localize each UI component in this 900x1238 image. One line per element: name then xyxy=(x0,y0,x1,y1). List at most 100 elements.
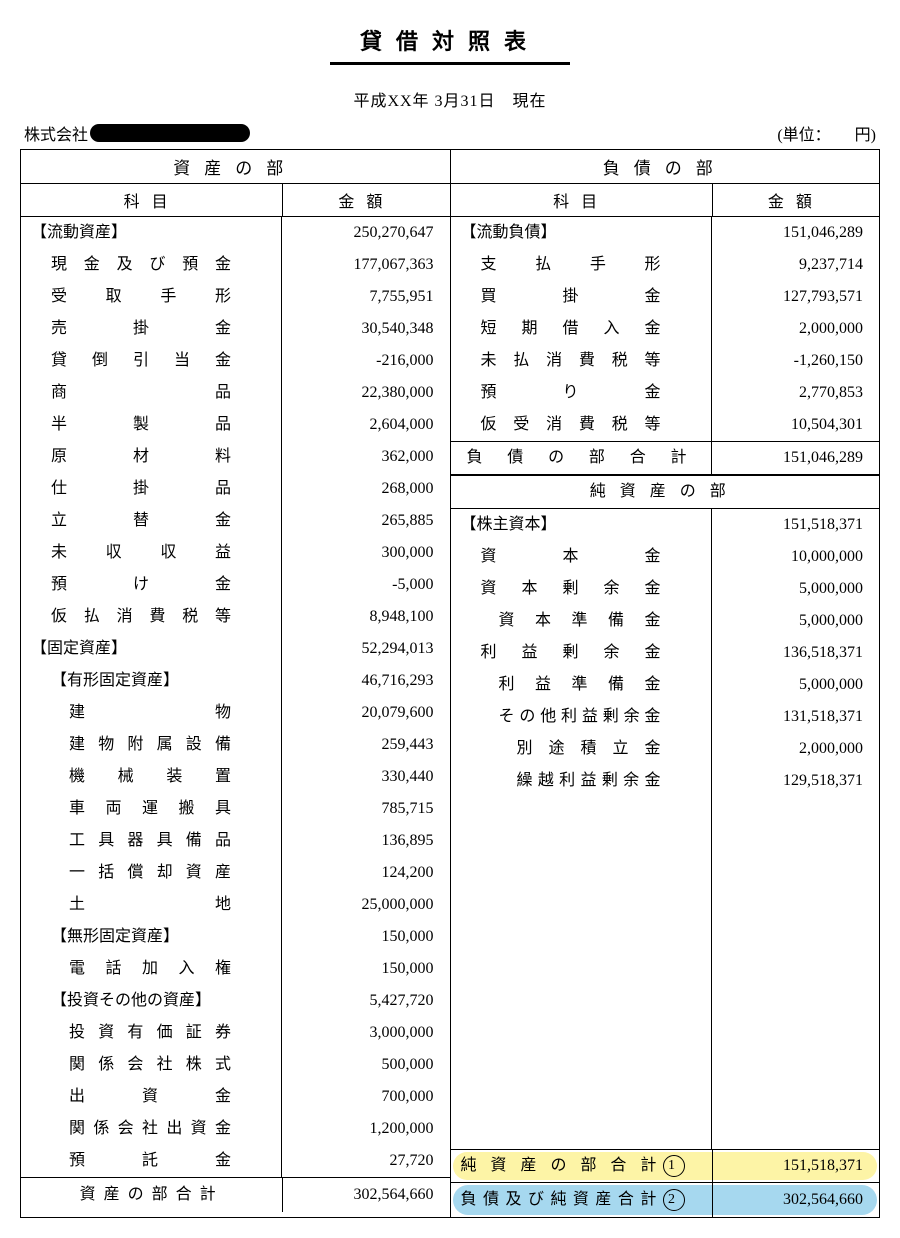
row-amount: -5,000 xyxy=(282,569,449,601)
row-label: 預り金 xyxy=(451,377,712,409)
row-label: 利益準備金 xyxy=(451,669,712,701)
table-row: 建物附属設備259,443 xyxy=(21,729,450,761)
table-row: 仕掛品268,000 xyxy=(21,473,450,505)
table-row: 【固定資産】52,294,013 xyxy=(21,633,450,665)
row-amount: 268,000 xyxy=(282,473,449,505)
row-amount: 7,755,951 xyxy=(282,281,449,313)
row-amount: 1,200,000 xyxy=(282,1113,449,1145)
row-label: 【無形固定資産】 xyxy=(21,921,282,953)
row-label: 電話加入権 xyxy=(21,953,282,985)
row-amount: 2,604,000 xyxy=(282,409,449,441)
table-row: 貸倒引当金-216,000 xyxy=(21,345,450,377)
row-label: 繰越利益剰余金 xyxy=(451,765,712,797)
row-amount: 330,440 xyxy=(282,761,449,793)
row-amount: 2,000,000 xyxy=(712,733,879,765)
row-amount: 9,237,714 xyxy=(712,249,879,281)
table-row-blank xyxy=(451,1117,880,1149)
row-amount: 5,000,000 xyxy=(712,605,879,637)
col-head-item: 科目 xyxy=(451,184,713,216)
table-row: 売掛金30,540,348 xyxy=(21,313,450,345)
row-amount: 25,000,000 xyxy=(282,889,449,921)
liabilities-total-amount: 151,046,289 xyxy=(712,442,879,474)
table-row: 【有形固定資産】46,716,293 xyxy=(21,665,450,697)
table-row: 関係会社出資金1,200,000 xyxy=(21,1113,450,1145)
equity-total-label: 純資産の部合計1 xyxy=(451,1150,713,1182)
table-row: 土地25,000,000 xyxy=(21,889,450,921)
row-label: 売掛金 xyxy=(21,313,282,345)
as-of-line: 平成XX年 3月31日 現在 xyxy=(20,65,880,121)
company-redacted xyxy=(90,124,250,142)
row-amount: 136,518,371 xyxy=(712,637,879,669)
row-label: 預け金 xyxy=(21,569,282,601)
table-row-blank xyxy=(451,957,880,989)
row-amount: 129,518,371 xyxy=(712,765,879,797)
row-label: 建物附属設備 xyxy=(21,729,282,761)
page-title: 貸借対照表 xyxy=(20,10,880,60)
title-rule xyxy=(330,62,570,65)
balance-sheet-page: 貸借対照表 平成XX年 3月31日 現在 株式会社 (単位： 円) 資産の部 科… xyxy=(10,0,890,1238)
row-label: 利益剰余金 xyxy=(451,637,712,669)
liabilities-section-title: 負債の部 xyxy=(451,150,880,184)
row-amount: 2,770,853 xyxy=(712,377,879,409)
table-row: その他利益剰余金131,518,371 xyxy=(451,701,880,733)
row-label: その他利益剰余金 xyxy=(451,701,712,733)
row-label: 【流動負債】 xyxy=(451,217,712,249)
row-label: 現金及び預金 xyxy=(21,249,282,281)
table-row: 仮受消費税等10,504,301 xyxy=(451,409,880,441)
table-row: 別途積立金2,000,000 xyxy=(451,733,880,765)
table-row: 未収収益300,000 xyxy=(21,537,450,569)
table-row: 預託金27,720 xyxy=(21,1145,450,1177)
row-amount: 27,720 xyxy=(282,1145,449,1177)
row-label: 【固定資産】 xyxy=(21,633,282,665)
row-amount: 362,000 xyxy=(282,441,449,473)
table-row-blank xyxy=(451,829,880,861)
col-head-item: 科目 xyxy=(21,184,283,216)
table-row-blank xyxy=(451,893,880,925)
grand-total-amount: 302,564,660 xyxy=(713,1183,879,1217)
table-row: 車両運搬具785,715 xyxy=(21,793,450,825)
assets-col-heads: 科目 金額 xyxy=(21,184,450,217)
row-amount: 265,885 xyxy=(282,505,449,537)
row-amount: 151,046,289 xyxy=(712,217,879,249)
row-amount: 5,000,000 xyxy=(712,669,879,701)
table-row-blank xyxy=(451,925,880,957)
table-row: 電話加入権150,000 xyxy=(21,953,450,985)
row-amount: 3,000,000 xyxy=(282,1017,449,1049)
row-amount: 131,518,371 xyxy=(712,701,879,733)
equity-total-amount: 151,518,371 xyxy=(713,1150,879,1182)
row-label: 資本準備金 xyxy=(451,605,712,637)
table-row: 一括償却資産124,200 xyxy=(21,857,450,889)
row-amount: 136,895 xyxy=(282,825,449,857)
row-amount: 10,504,301 xyxy=(712,409,879,441)
row-amount: 30,540,348 xyxy=(282,313,449,345)
row-label: 短期借入金 xyxy=(451,313,712,345)
grand-total-label: 負債及び純資産合計2 xyxy=(451,1183,713,1217)
annotation-badge-1: 1 xyxy=(663,1155,685,1177)
row-amount: -1,260,150 xyxy=(712,345,879,377)
company-label: 株式会社 xyxy=(24,121,250,145)
row-label: 車両運搬具 xyxy=(21,793,282,825)
table-row-blank xyxy=(451,1085,880,1117)
row-amount: -216,000 xyxy=(282,345,449,377)
table-row: 支払手形9,237,714 xyxy=(451,249,880,281)
table-row: 半製品2,604,000 xyxy=(21,409,450,441)
row-amount: 22,380,000 xyxy=(282,377,449,409)
table-row-blank xyxy=(451,989,880,1021)
row-label: 一括償却資産 xyxy=(21,857,282,889)
liab-col-heads: 科目 金額 xyxy=(451,184,880,217)
row-label: 【株主資本】 xyxy=(451,509,712,541)
liab-equity-grand-total-row: 負債及び純資産合計2302,564,660 xyxy=(451,1182,880,1217)
meta-row: 株式会社 (単位： 円) xyxy=(20,121,880,149)
row-amount: 52,294,013 xyxy=(282,633,449,665)
table-row: 関係会社株式500,000 xyxy=(21,1049,450,1081)
row-label: 関係会社株式 xyxy=(21,1049,282,1081)
table-row: 建物20,079,600 xyxy=(21,697,450,729)
unit-label: (単位： 円) xyxy=(777,121,876,145)
assets-column: 資産の部 科目 金額 【流動資産】250,270,647現金及び預金177,06… xyxy=(21,150,451,1218)
assets-rows: 【流動資産】250,270,647現金及び預金177,067,363受取手形7,… xyxy=(21,217,450,1177)
row-amount: 250,270,647 xyxy=(282,217,449,249)
assets-section-title: 資産の部 xyxy=(21,150,450,184)
equity-section-title: 純資産の部 xyxy=(451,475,880,509)
liab-equity-column: 負債の部 科目 金額 【流動負債】151,046,289支払手形9,237,71… xyxy=(450,150,880,1218)
table-row: 工具器具備品136,895 xyxy=(21,825,450,857)
